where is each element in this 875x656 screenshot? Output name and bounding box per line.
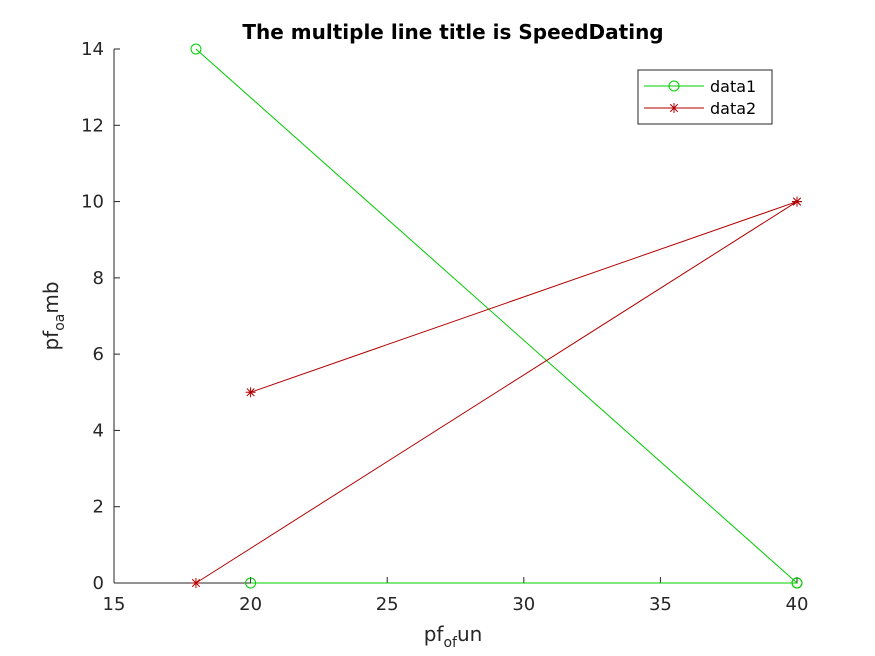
y-ticks: 0 2 4 6 8 10 12 14 [81,39,120,594]
legend-marker [668,80,680,92]
y-tick-label: 2 [93,497,104,518]
data-point-data2 [792,196,802,207]
x-label-suffix: un [457,622,482,646]
x-axis-label: pfofun [424,622,483,651]
y-tick-label: 14 [81,39,104,60]
chart-title: The multiple line title is SpeedDating [242,20,663,44]
series-layer [190,43,803,589]
series-line-data1 [195,48,799,584]
y-tick-label: 4 [93,420,104,441]
x-ticks: 15 20 25 30 35 40 [103,577,809,615]
legend-label: data2 [710,99,756,118]
x-tick-label: 15 [103,594,126,615]
data-point-data1 [245,577,257,589]
data-point-data1 [190,43,202,55]
x-label-main: pf [424,622,445,646]
data-point-data2 [245,387,256,398]
legend: data1 data2 [637,69,773,125]
y-label-suffix: mb [39,281,63,313]
legend-label: data1 [710,77,756,96]
series-data2 [190,196,802,588]
legend-marker [669,103,679,113]
y-tick-label: 8 [93,268,104,289]
x-tick-label: 40 [786,594,809,615]
y-tick-label: 12 [81,115,104,136]
y-label-main: pf [39,330,63,351]
x-tick-label: 30 [512,594,535,615]
y-label-sub: oa [52,314,68,331]
legend-item-data2: data2 [644,99,756,118]
y-tick-label: 10 [81,192,104,213]
x-tick-label: 35 [649,594,672,615]
data-point-data2 [190,578,201,588]
x-tick-label: 20 [239,594,262,615]
y-tick-label: 6 [93,344,104,365]
y-tick-label: 0 [93,573,104,594]
x-tick-label: 25 [376,594,399,615]
axes [113,49,797,584]
series-data1 [190,43,803,589]
legend-box [637,69,773,125]
x-label-sub: of [443,635,458,651]
series-line-data2 [195,201,798,584]
legend-item-data1: data1 [644,77,756,96]
y-axis-label: pfoamb [39,281,68,350]
data-point-data1 [791,577,803,589]
